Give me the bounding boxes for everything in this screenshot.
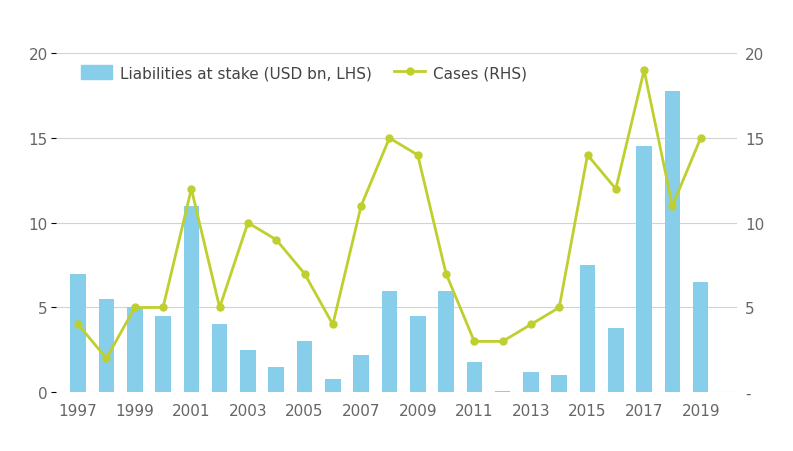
Bar [98, 299, 114, 392]
Bar [354, 355, 369, 392]
Bar [439, 291, 454, 392]
Bar [466, 362, 482, 392]
Bar [183, 206, 199, 392]
Bar [155, 316, 170, 392]
Bar [297, 342, 312, 392]
Bar [71, 274, 86, 392]
Bar [269, 367, 284, 392]
Legend: Liabilities at stake (USD bn, LHS), Cases (RHS): Liabilities at stake (USD bn, LHS), Case… [77, 62, 531, 86]
Bar [693, 282, 708, 392]
Bar [240, 350, 255, 392]
Bar [636, 147, 652, 392]
Bar [325, 379, 341, 392]
Bar [523, 372, 538, 392]
Bar [212, 325, 228, 392]
Bar [580, 266, 596, 392]
Bar [551, 375, 567, 392]
Bar [665, 91, 680, 392]
Bar [127, 308, 143, 392]
Bar [495, 391, 511, 392]
Bar [381, 291, 397, 392]
Bar [608, 328, 623, 392]
Bar [410, 316, 426, 392]
